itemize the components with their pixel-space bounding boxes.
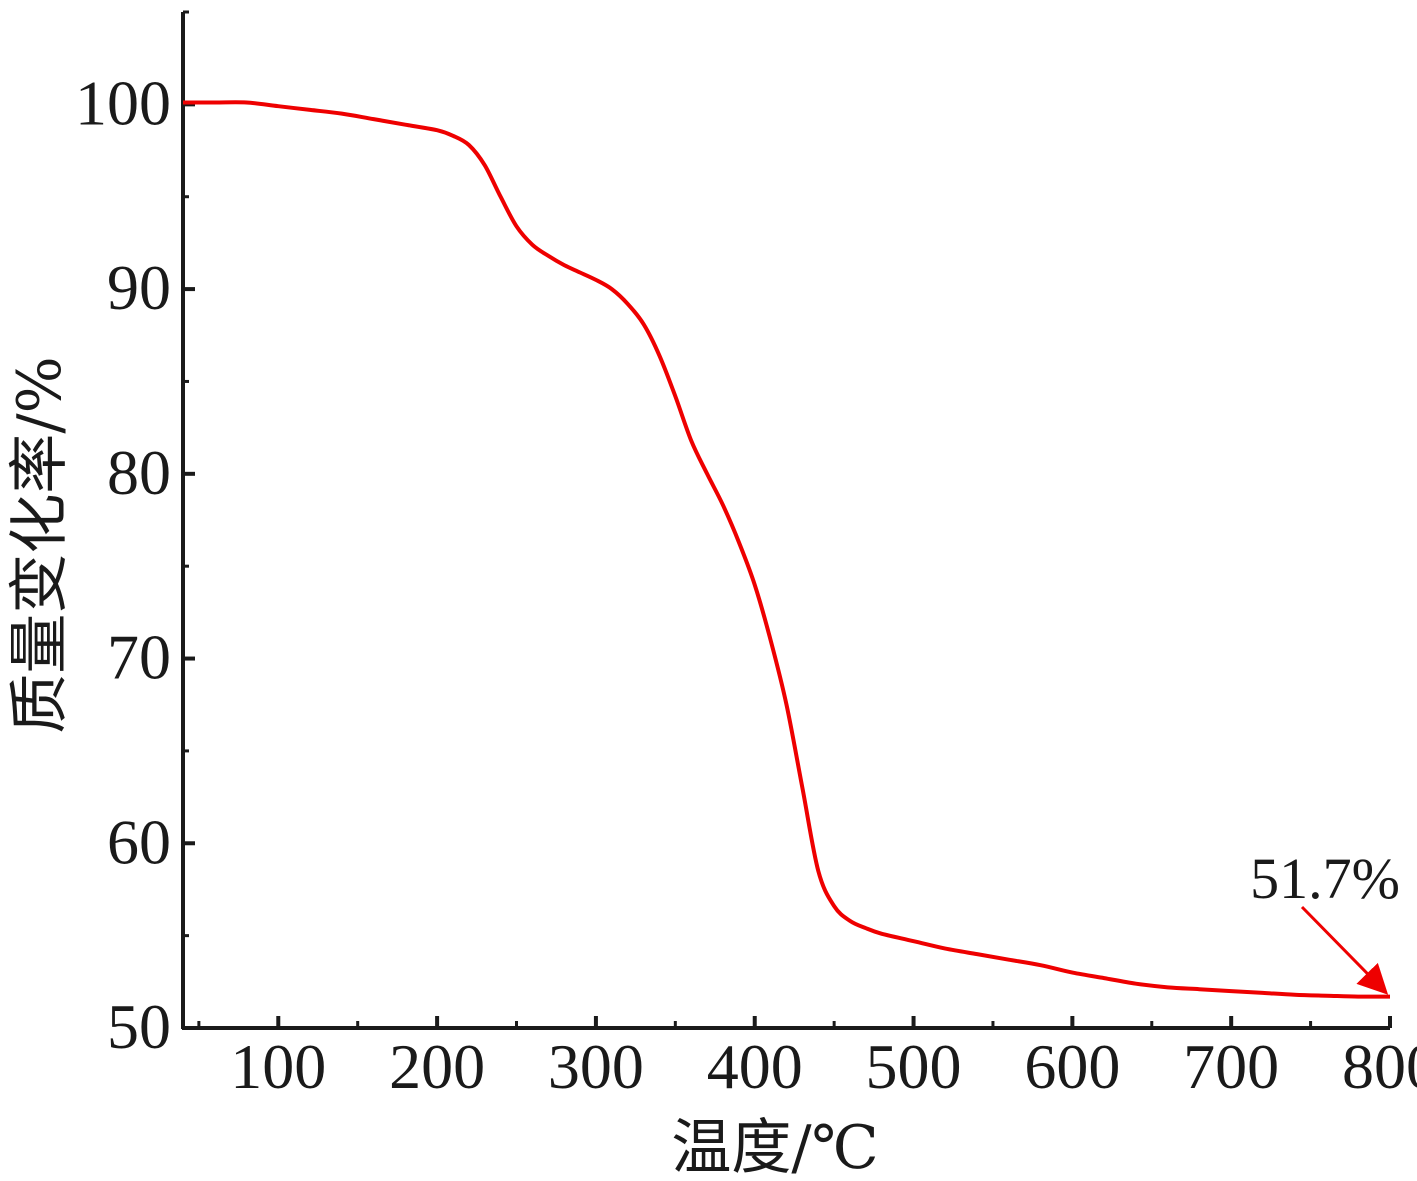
x-axis-title: 温度/℃ [671,1113,878,1181]
x-tick-label: 800 [1342,1031,1417,1102]
x-tick-label: 600 [1024,1031,1120,1102]
y-tick-label: 60 [107,806,171,877]
y-tick-label: 50 [107,991,171,1062]
axes [181,12,1390,1030]
y-tick-label: 100 [75,67,171,138]
x-tick-label: 300 [548,1031,644,1102]
annotation-label: 51.7% [1250,846,1400,911]
ticks: 100 200 300 400 500 600 700 800 50 60 70 80 90 100 [75,10,1417,1102]
y-tick-label: 90 [107,252,171,323]
x-tick-label: 700 [1183,1031,1279,1102]
y-tick-label: 70 [107,622,171,693]
x-tick-label: 100 [230,1031,326,1102]
x-tick-label: 500 [866,1031,962,1102]
x-tick-label: 200 [389,1031,485,1102]
y-axis-title: 质量变化率/% [5,356,75,733]
y-tick-label: 80 [107,437,171,508]
series-line [183,100,1391,999]
annotation-arrow [1300,905,1389,995]
curve [183,100,1391,999]
x-tick-label: 400 [707,1031,803,1102]
